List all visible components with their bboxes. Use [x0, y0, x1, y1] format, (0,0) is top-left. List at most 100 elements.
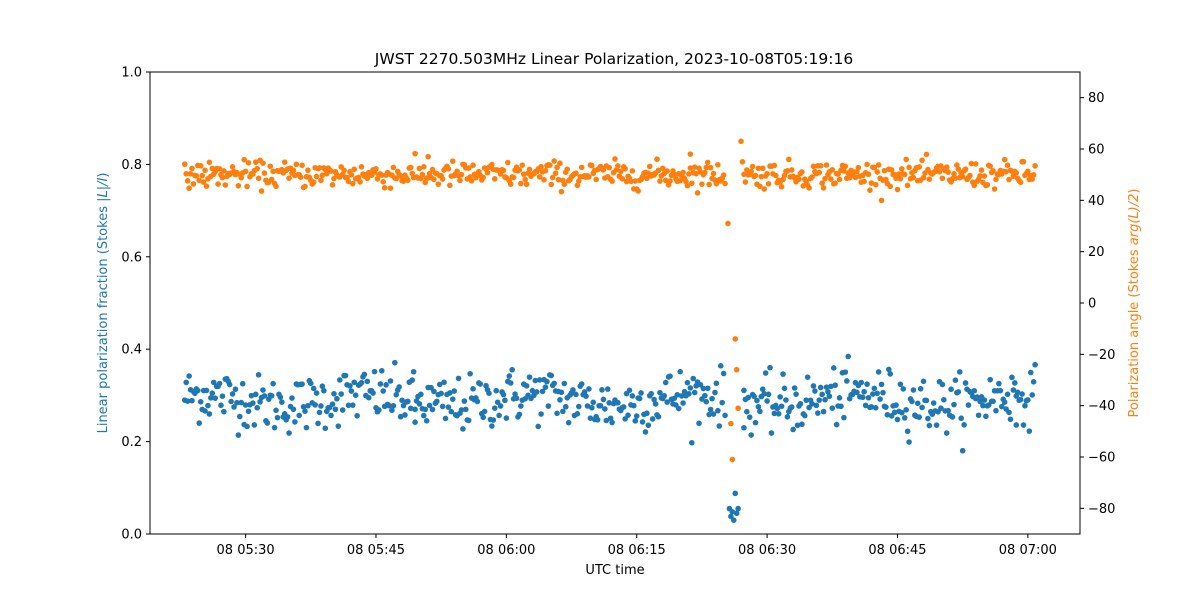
- data-point: [842, 163, 849, 170]
- data-point: [694, 190, 701, 196]
- data-point: [350, 180, 356, 187]
- data-point: [523, 181, 530, 188]
- data-point-outlier: [733, 510, 740, 517]
- y-axis-left-title: Linear polarization fraction (Stokes |L|…: [96, 173, 111, 434]
- data-point: [744, 167, 750, 173]
- data-point: [881, 167, 888, 174]
- data-point: [691, 164, 698, 170]
- data-point: [667, 373, 673, 379]
- data-point: [888, 167, 895, 173]
- data-point: [516, 167, 523, 173]
- data-point: [218, 402, 224, 409]
- data-point: [410, 368, 417, 375]
- data-point: [867, 187, 873, 193]
- data-point: [551, 380, 557, 387]
- data-point: [212, 395, 218, 401]
- data-point: [347, 383, 353, 389]
- data-point: [449, 158, 456, 164]
- data-point: [244, 423, 250, 430]
- data-point: [788, 167, 795, 173]
- data-point: [193, 173, 200, 179]
- data-point: [916, 414, 923, 420]
- data-point: [707, 406, 714, 413]
- data-point: [961, 422, 967, 428]
- data-point: [470, 162, 476, 169]
- data-point: [702, 169, 708, 176]
- data-point: [519, 162, 526, 168]
- data-point: [289, 395, 295, 401]
- data-point: [462, 406, 469, 413]
- data-point: [423, 418, 430, 424]
- x-tick-label: 08 06:30: [738, 543, 796, 558]
- data-point: [648, 390, 655, 397]
- data-point: [290, 406, 297, 413]
- data-point: [794, 422, 801, 429]
- data-point: [686, 171, 692, 177]
- data-point: [237, 413, 243, 420]
- data-point-outlier: [725, 220, 731, 227]
- data-point: [688, 180, 695, 187]
- y-left-tick-label: 0.4: [121, 343, 142, 358]
- data-point: [771, 410, 778, 417]
- data-point: [442, 415, 449, 422]
- data-point: [926, 176, 933, 182]
- data-point: [386, 402, 392, 409]
- data-point: [758, 173, 765, 180]
- data-point: [607, 415, 614, 422]
- data-point: [316, 409, 323, 416]
- y-left-tick-label: 0.2: [121, 435, 142, 450]
- data-point: [632, 418, 639, 424]
- data-point: [635, 188, 641, 194]
- data-point-outlier: [738, 138, 744, 145]
- data-point: [874, 169, 880, 175]
- data-point: [771, 162, 778, 169]
- x-tick-label: 08 05:45: [347, 543, 405, 558]
- data-point: [819, 391, 825, 398]
- data-point: [628, 178, 634, 185]
- data-point: [696, 420, 702, 427]
- data-point: [481, 408, 488, 415]
- data-point: [633, 413, 640, 419]
- data-point: [439, 176, 446, 182]
- data-point: [780, 371, 786, 377]
- data-point: [255, 371, 262, 378]
- y-left-tick-label: 0.8: [121, 158, 142, 173]
- data-point: [222, 182, 229, 188]
- data-point-outlier: [729, 456, 736, 463]
- data-point: [706, 411, 712, 418]
- data-point-outlier: [733, 366, 740, 373]
- data-point: [445, 166, 452, 172]
- data-point: [548, 372, 555, 379]
- data-point: [678, 393, 685, 399]
- data-point: [774, 405, 781, 412]
- data-point: [655, 413, 662, 420]
- data-point: [251, 422, 258, 428]
- data-point: [254, 165, 260, 172]
- data-point: [219, 393, 226, 399]
- data-point: [390, 402, 397, 409]
- data-point: [416, 401, 423, 407]
- y-right-tick-label: 0: [1088, 297, 1096, 312]
- data-point: [832, 180, 838, 187]
- y-right-tick-label: 40: [1088, 194, 1105, 209]
- data-point: [703, 164, 710, 171]
- data-point: [458, 171, 465, 178]
- data-point: [302, 408, 308, 414]
- data-point: [319, 172, 326, 179]
- data-point: [615, 399, 621, 406]
- data-point: [484, 169, 491, 176]
- data-point: [313, 390, 320, 396]
- data-point: [815, 410, 821, 416]
- data-point: [503, 415, 510, 421]
- data-point: [997, 387, 1004, 394]
- data-point: [392, 359, 398, 366]
- data-point: [345, 178, 352, 185]
- data-point: [919, 157, 925, 164]
- data-point: [439, 403, 446, 410]
- data-point: [274, 414, 281, 421]
- data-point: [286, 430, 292, 436]
- data-point: [373, 165, 379, 172]
- y-axis-left-title-prefix: Linear polarization fraction (Stokes: [96, 202, 111, 434]
- data-point: [200, 179, 207, 185]
- data-point: [351, 379, 358, 386]
